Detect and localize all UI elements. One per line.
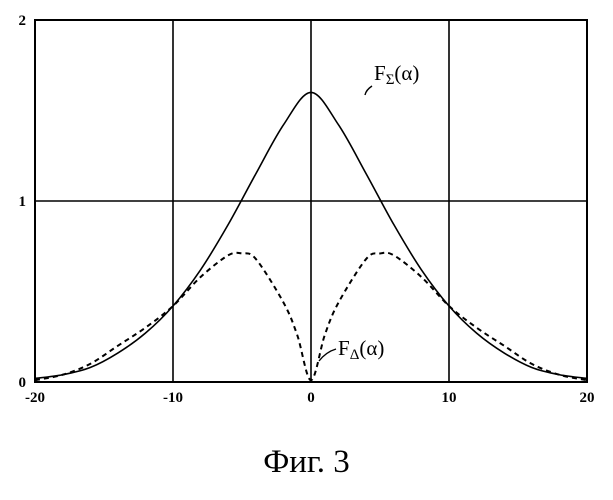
- x-axis-ticks: -20 -10 0 10 20: [25, 390, 595, 406]
- x-tick-label: 10: [442, 390, 457, 406]
- y-axis-ticks: 0 1 2: [19, 13, 27, 391]
- figure-caption: Фиг. 3: [0, 444, 613, 481]
- sigma-label-leader: [365, 86, 372, 95]
- grid: [35, 20, 587, 382]
- delta-series-label: FΔ(α): [338, 336, 384, 363]
- x-tick-label: 0: [307, 390, 315, 406]
- delta-label-leader: [319, 349, 336, 361]
- sigma-series-label: FΣ(α): [374, 61, 419, 88]
- x-tick-label: -20: [25, 390, 45, 406]
- y-tick-label: 1: [19, 194, 27, 210]
- y-tick-label: 0: [19, 375, 27, 391]
- x-tick-label: -10: [163, 390, 183, 406]
- x-tick-label: 20: [580, 390, 595, 406]
- y-tick-label: 2: [19, 13, 27, 29]
